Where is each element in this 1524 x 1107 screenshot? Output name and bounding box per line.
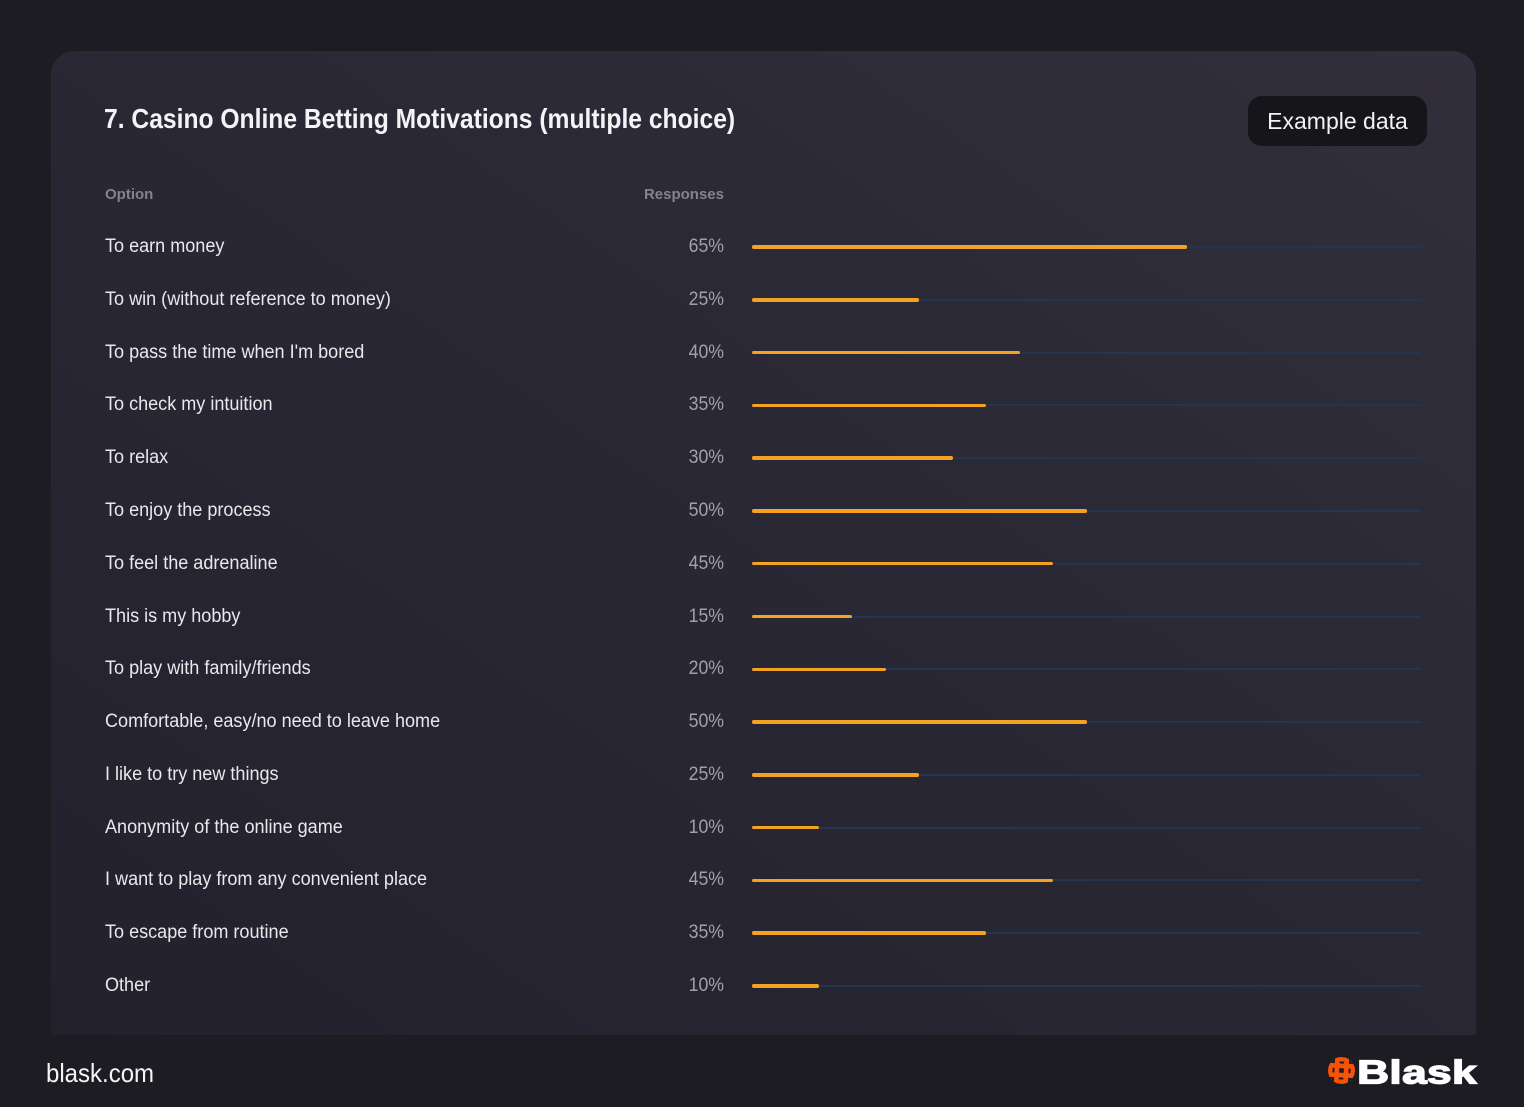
- svg-text:Blask: Blask: [1357, 1055, 1477, 1091]
